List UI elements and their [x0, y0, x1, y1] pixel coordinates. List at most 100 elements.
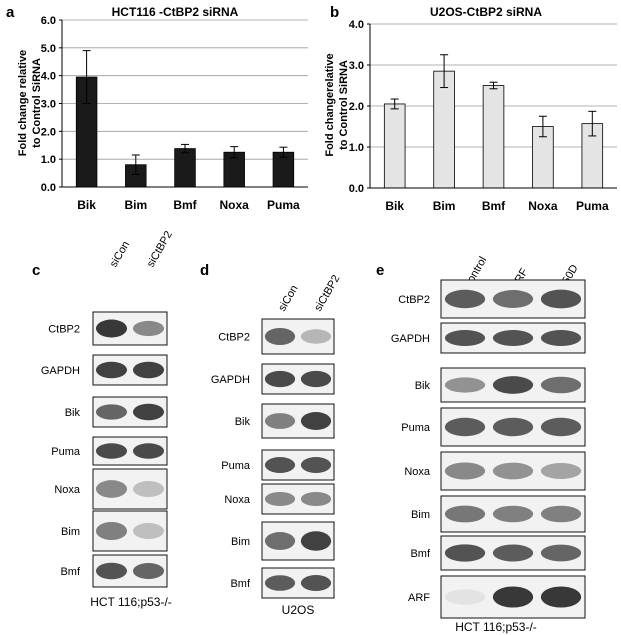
blot-d-row-label: Puma	[221, 460, 251, 472]
chart-b-category-label: Bik	[385, 199, 404, 213]
chart-a-bar-bmf	[174, 148, 196, 188]
blot-d-band	[300, 575, 332, 591]
blot-e-band	[540, 586, 582, 608]
chart-a-category-label: Noxa	[220, 198, 250, 212]
blot-e-band	[444, 462, 486, 480]
blot-d-caption: U2OS	[282, 603, 315, 617]
panel-letter-b: b	[330, 4, 339, 21]
blot-d-row-label: CtBP2	[218, 332, 250, 344]
chart-a-category-label: Puma	[267, 198, 300, 212]
chart-a-ytick-label: 3.0	[41, 99, 56, 111]
blot-c-band	[132, 523, 165, 539]
blot-c-caption: HCT 116;p53-/-	[90, 595, 172, 609]
bar-chart-b: b U2OS-CtBP2 siRNA Fold changerelative t…	[324, 4, 617, 213]
blot-e-band	[492, 544, 534, 562]
chart-b-category-label: Bim	[433, 199, 456, 213]
blot-d-row-label: Bmf	[230, 578, 251, 590]
blot-c-row-label: Noxa	[54, 484, 81, 496]
chart-a-category-label: Bmf	[173, 198, 197, 212]
blot-d-band	[300, 329, 332, 344]
chart-b-ytick-label: 4.0	[349, 19, 364, 31]
blot-c-band	[132, 443, 165, 459]
chart-b-ytick-label: 3.0	[349, 60, 364, 72]
blot-c-row-label: Bmf	[60, 566, 81, 578]
blot-c-lane-label: siCtBP2	[145, 229, 175, 269]
chart-a-category-label: Bim	[124, 198, 147, 212]
blot-d-band	[300, 370, 332, 388]
panel-letter-a: a	[6, 4, 15, 21]
blot-e-band	[492, 290, 534, 308]
blot-e-band	[540, 544, 582, 562]
chart-a-title: HCT116 -CtBP2 siRNA	[112, 5, 239, 19]
chart-a-ylabel-line-2: to Control SiRNA	[31, 58, 43, 148]
blot-d-lane-label: siCon	[276, 283, 300, 313]
blot-e-row-label: GAPDH	[391, 333, 430, 345]
blot-c-lane-label: siCon	[108, 239, 132, 269]
panel-letter-d: d	[200, 262, 209, 279]
blot-c-row-label: Puma	[51, 446, 81, 458]
panel-letter-c: c	[32, 262, 40, 279]
blot-e-band	[540, 505, 582, 523]
blot-e-band	[444, 505, 486, 523]
chart-b-category-label: Bmf	[482, 199, 506, 213]
blot-d-row-label: GAPDH	[211, 374, 250, 386]
blot-c-band	[95, 562, 128, 580]
chart-b-bar-bik	[383, 103, 406, 189]
blot-e-caption: HCT 116;p53-/-	[455, 620, 537, 634]
western-blot-d: d siCon siCtBP2 CtBP2 GAPDH Bik Puma Noxa Bim B…	[200, 262, 342, 617]
blot-c-row-label: Bim	[61, 526, 80, 538]
blot-c-row-label: GAPDH	[41, 365, 80, 377]
blot-e-row-label: Bik	[415, 380, 431, 392]
blot-e-row-label: Bmf	[410, 548, 431, 560]
blot-d-band	[300, 412, 332, 430]
chart-b-ylabel-line-1: Fold changerelative	[324, 53, 336, 156]
blot-e-band	[444, 377, 486, 393]
blot-c-row-label: Bik	[65, 407, 81, 419]
blot-e-band	[540, 330, 582, 346]
blot-e-row-label: Noxa	[404, 466, 431, 478]
panel-letter-e: e	[376, 262, 384, 279]
blot-c-row-label: CtBP2	[48, 324, 80, 336]
bar-chart-a: a HCT116 -CtBP2 siRNA Fold change relati…	[6, 4, 308, 212]
blot-c-band	[132, 361, 165, 379]
blot-e-band	[492, 330, 534, 346]
chart-a-ytick-label: 1.0	[41, 154, 56, 166]
blot-d-band	[264, 413, 296, 429]
blot-c-band	[132, 403, 165, 421]
blot-d-band	[264, 457, 296, 473]
blot-c-band	[95, 404, 128, 420]
western-blot-e: e Control ARF L50D CtBP2GAPDHBikPumaNoxaBi…	[376, 255, 586, 634]
blot-d-band	[264, 575, 296, 591]
western-blot-c: c siCon siCtBP2 CtBP2 GAPDH Bik Puma Noxa Bim B…	[32, 229, 175, 609]
blot-d-band	[300, 457, 332, 473]
chart-b-ylabel-line-2: to Control SiRNA	[338, 60, 350, 150]
blot-e-row-label: CtBP2	[398, 294, 430, 306]
blot-c-band	[95, 361, 128, 379]
blot-e-band	[492, 586, 534, 608]
blot-c-band	[95, 319, 128, 338]
chart-a-ylabel-line-1: Fold change relative	[17, 50, 29, 156]
blot-c-band	[132, 320, 165, 337]
chart-a-category-label: Bik	[77, 198, 96, 212]
blot-e-band	[540, 462, 582, 480]
blot-d-band	[264, 532, 296, 550]
chart-a-ytick-label: 5.0	[41, 43, 56, 55]
blot-e-band	[492, 462, 534, 480]
blot-e-band	[492, 376, 534, 394]
blot-d-band	[300, 531, 332, 551]
blot-d-band	[264, 327, 296, 346]
blot-e-band	[444, 330, 486, 346]
blot-e-row-label: Puma	[401, 422, 431, 434]
blot-d-lane-label: siCtBP2	[312, 273, 342, 313]
blot-d-band	[264, 491, 296, 507]
blot-e-band	[444, 589, 486, 605]
chart-b-category-label: Noxa	[528, 199, 558, 213]
blot-d-band	[300, 491, 332, 507]
blot-c-band	[132, 481, 165, 497]
chart-b-bar-bim	[433, 70, 455, 189]
blot-c-band	[95, 443, 128, 459]
chart-b-ytick-label: 0.0	[349, 183, 364, 195]
chart-a-ytick-label: 2.0	[41, 126, 56, 138]
chart-b-title: U2OS-CtBP2 siRNA	[430, 5, 542, 19]
blot-e-band	[492, 505, 534, 523]
